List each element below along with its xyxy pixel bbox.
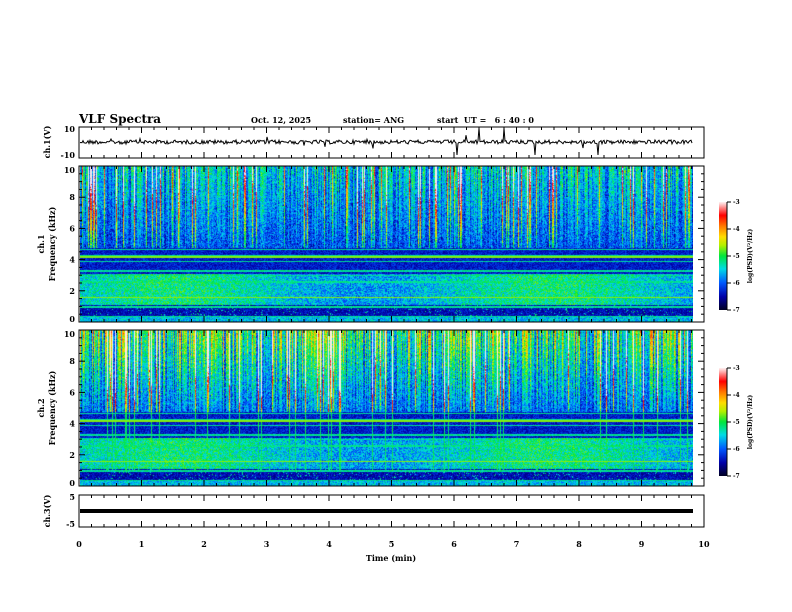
ch2-spectrogram-image: [80, 330, 693, 486]
y-tick-label: 8: [69, 192, 75, 202]
colorbar-1: [719, 202, 727, 310]
y-tick-label: 2: [69, 450, 75, 460]
y-tick-label: -5: [66, 519, 75, 529]
ch1-spec-ylabel-1: ch.1: [36, 234, 46, 253]
y-tick-label: 5: [69, 492, 75, 502]
x-tick-label: 0: [76, 539, 82, 549]
x-tick-label: 8: [576, 539, 582, 549]
x-tick-label: 3: [264, 539, 270, 549]
panel-frame-2: [78, 329, 705, 487]
colorbar-tick-label: -6: [733, 446, 740, 453]
x-tick-label: 7: [514, 539, 520, 549]
colorbar-tick-label: -5: [733, 253, 740, 260]
x-tick-label: 2: [201, 539, 207, 549]
panel-frame-1: [78, 165, 705, 323]
x-tick-label: 9: [639, 539, 645, 549]
colorbar-tick-label: -6: [733, 280, 740, 287]
ch2-spec-ylabel-2: Frequency (kHz): [47, 370, 57, 445]
date-label: Oct. 12, 2025: [251, 115, 311, 125]
colorbar-tick-label: -4: [733, 226, 740, 233]
x-tick-label: 6: [451, 539, 457, 549]
y-tick-label: 4: [69, 419, 75, 429]
x-tick-label: 5: [389, 539, 395, 549]
axes-group: 10-100246810-3-4-5-6-70246810-3-4-5-6-75…: [61, 124, 740, 549]
station-label: station= ANG: [343, 115, 404, 125]
ch2-spec-ylabel-1: ch.2: [36, 398, 46, 417]
ch3-ylabel: ch.3(V): [42, 494, 52, 527]
y-tick-label: 10: [64, 165, 76, 175]
start-ut-label: start UT = 6 : 40 : 0: [437, 115, 534, 125]
colorbar-2-label: log(PSD)(V²/Hz): [747, 395, 754, 450]
y-tick-label: 10: [64, 329, 76, 339]
ch3-trace: [80, 509, 693, 513]
colorbar-tick-label: -3: [733, 365, 740, 372]
ch1-ylabel: ch.1(V): [42, 125, 52, 158]
y-tick-label: 2: [69, 286, 75, 296]
y-tick-label: 10: [64, 124, 76, 134]
colorbar-tick-label: -7: [733, 307, 740, 314]
y-tick-label: 6: [69, 387, 75, 397]
y-tick-label: 0: [69, 314, 75, 324]
colorbar-tick-label: -4: [733, 392, 740, 399]
colorbar-1-label: log(PSD)(V²/Hz): [747, 229, 754, 284]
y-tick-label: 0: [69, 478, 75, 488]
x-tick-label: 1: [139, 539, 145, 549]
colorbar-tick-label: -7: [733, 473, 740, 480]
x-tick-label: 10: [698, 539, 710, 549]
y-tick-label: 6: [69, 223, 75, 233]
colorbar-tick-label: -5: [733, 419, 740, 426]
colorbar-2: [719, 368, 727, 476]
y-tick-label: 4: [69, 255, 75, 265]
x-tick-label: 4: [326, 539, 332, 549]
y-tick-label: 8: [69, 356, 75, 366]
ch1-spec-ylabel-2: Frequency (kHz): [47, 206, 57, 281]
y-tick-label: -10: [61, 150, 76, 160]
ch1-spectrogram-image: [80, 166, 693, 322]
x-axis-label: Time (min): [366, 553, 416, 563]
colorbar-tick-label: -3: [733, 199, 740, 206]
ch1-trace: [79, 127, 693, 156]
figure-title: VLF Spectra: [78, 112, 161, 126]
